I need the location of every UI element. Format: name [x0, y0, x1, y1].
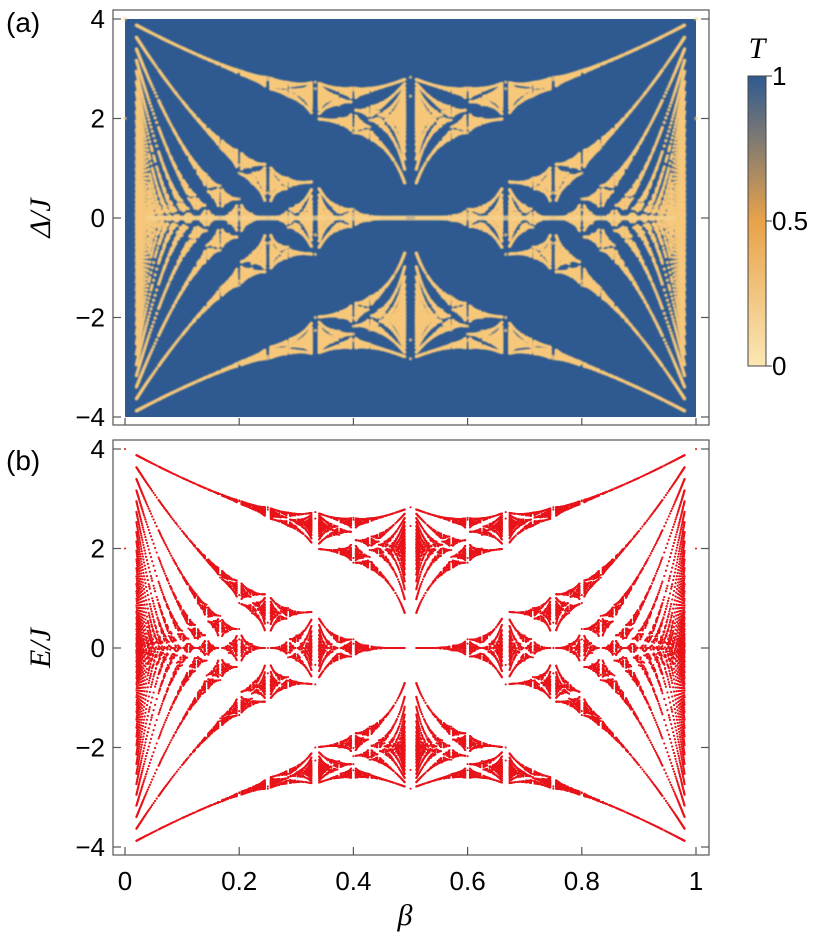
heatmap-dip	[314, 233, 317, 236]
heatmap-dip	[552, 355, 555, 358]
heatmap-dip	[409, 338, 412, 341]
heatmap-dip	[409, 357, 412, 360]
heatmap-dip	[504, 233, 507, 236]
heatmap-dip	[409, 76, 412, 79]
heatmap-dip	[409, 95, 412, 98]
heatmap-dip	[504, 253, 507, 256]
heatmap-dip	[504, 87, 507, 90]
heatmap-dip	[504, 81, 507, 84]
heatmap-dip	[552, 242, 555, 245]
heatmap-dip	[314, 253, 317, 256]
heatmap-dip	[266, 191, 269, 194]
heatmap-dip	[123, 17, 126, 20]
heatmap-dip	[314, 329, 317, 332]
heatmap-dip	[314, 81, 317, 84]
heatmap-dip	[504, 329, 507, 332]
heatmap-dip	[552, 191, 555, 194]
heatmap-dip	[266, 242, 269, 245]
heatmap-dip	[266, 78, 269, 81]
heatmap-dip	[552, 78, 555, 81]
heatmap-dip	[314, 87, 317, 90]
heatmap-dip	[694, 117, 697, 120]
heatmap-dip	[504, 316, 507, 319]
heatmap-dip	[694, 17, 697, 20]
heatmap-dip	[123, 117, 126, 120]
heatmap-dip	[266, 355, 269, 358]
heatmap-dip	[314, 316, 317, 319]
